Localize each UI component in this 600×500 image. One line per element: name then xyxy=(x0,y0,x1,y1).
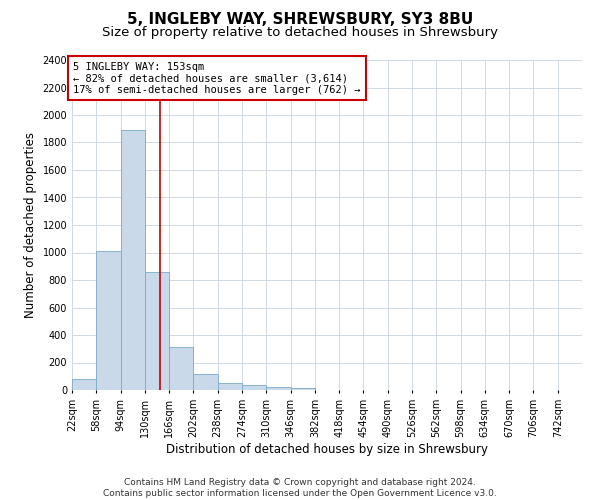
Text: 5 INGLEBY WAY: 153sqm
← 82% of detached houses are smaller (3,614)
17% of semi-d: 5 INGLEBY WAY: 153sqm ← 82% of detached … xyxy=(73,62,361,95)
Bar xyxy=(121,130,145,390)
Bar xyxy=(169,348,193,390)
Text: 5, INGLEBY WAY, SHREWSBURY, SY3 8BU: 5, INGLEBY WAY, SHREWSBURY, SY3 8BU xyxy=(127,12,473,28)
Bar xyxy=(266,386,290,390)
Bar xyxy=(242,384,266,390)
Y-axis label: Number of detached properties: Number of detached properties xyxy=(24,132,37,318)
Bar xyxy=(193,374,218,390)
Bar xyxy=(72,379,96,390)
Text: Contains HM Land Registry data © Crown copyright and database right 2024.
Contai: Contains HM Land Registry data © Crown c… xyxy=(103,478,497,498)
Bar xyxy=(218,383,242,390)
Text: Size of property relative to detached houses in Shrewsbury: Size of property relative to detached ho… xyxy=(102,26,498,39)
X-axis label: Distribution of detached houses by size in Shrewsbury: Distribution of detached houses by size … xyxy=(166,442,488,456)
Bar xyxy=(96,251,121,390)
Bar xyxy=(290,388,315,390)
Bar xyxy=(145,272,169,390)
